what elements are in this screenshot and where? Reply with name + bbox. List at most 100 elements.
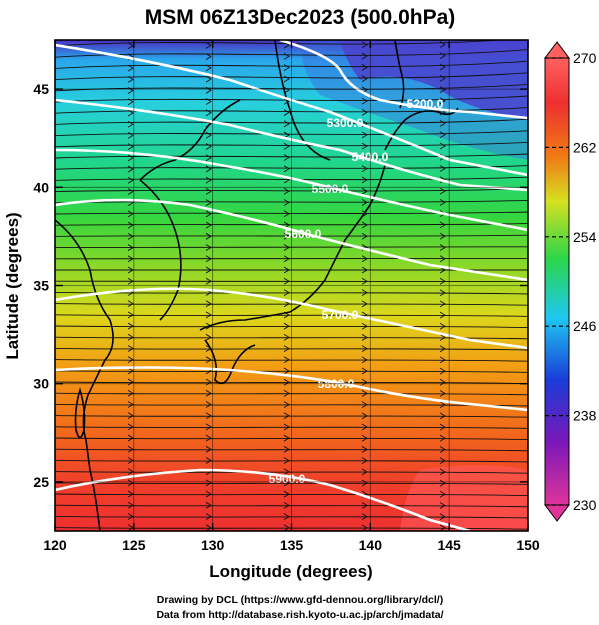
streamline <box>55 72 528 81</box>
streamline-arrow <box>127 154 134 162</box>
streamline-arrow <box>283 300 290 308</box>
streamline-arrow <box>361 345 368 353</box>
streamline-arrow <box>283 187 290 195</box>
streamline-arrow <box>439 41 446 48</box>
streamline-arrow <box>439 334 446 341</box>
streamline-arrow <box>439 142 446 150</box>
streamline-arrow <box>439 255 446 263</box>
colorbar-label: 262 <box>573 139 597 155</box>
streamline-arrow <box>361 468 368 476</box>
streamline-arrow <box>439 390 446 397</box>
streamline-arrow <box>127 412 134 420</box>
streamline-arrow <box>283 210 290 218</box>
streamline-arrow <box>361 142 368 150</box>
streamline-arrow <box>361 423 368 431</box>
streamline-arrow <box>283 75 290 83</box>
streamline <box>55 482 528 485</box>
streamline <box>55 234 528 237</box>
streamline-arrow <box>205 333 212 341</box>
streamline-arrow <box>439 345 446 353</box>
streamline-arrow <box>205 232 212 240</box>
streamline-arrow <box>361 378 368 386</box>
streamline-arrow <box>127 188 134 195</box>
streamline-arrow <box>361 390 368 397</box>
y-axis-title: Latitude (degrees) <box>3 212 22 359</box>
geopotential-contours <box>55 40 528 531</box>
x-tick-label: 130 <box>201 537 225 553</box>
y-tick-label: 45 <box>33 81 49 97</box>
streamline-arrow <box>127 277 134 285</box>
streamline-arrow <box>361 75 368 82</box>
streamline-arrow <box>127 132 134 139</box>
streamline-arrow <box>205 53 212 61</box>
colorbar: 270 262 254 246 238 230 <box>544 41 597 522</box>
streamline-arrow <box>361 412 368 420</box>
streamline-arrow <box>127 266 134 274</box>
streamline-arrow <box>439 479 446 487</box>
streamline-arrow <box>439 490 446 498</box>
streamline-arrow <box>127 244 134 251</box>
streamline-arrow <box>361 232 368 240</box>
streamline-arrow <box>205 244 212 251</box>
streamline-arrow <box>439 524 446 531</box>
streamline <box>55 95 528 103</box>
contour-line <box>55 287 528 350</box>
streamline-arrow <box>205 64 212 72</box>
streamline-arrow <box>127 109 134 117</box>
streamline-arrow <box>283 165 290 173</box>
streamline <box>55 118 528 125</box>
streamline-arrow <box>205 109 212 117</box>
streamline-arrow <box>127 479 134 487</box>
streamline-arrow <box>361 221 368 229</box>
streamline <box>55 291 528 295</box>
streamline-arrow <box>127 143 134 151</box>
streamline-arrow <box>439 74 446 82</box>
streamline-arrow <box>127 524 134 531</box>
streamline-arrow <box>283 389 290 397</box>
cold-air-mass <box>340 40 528 120</box>
streamline-arrow <box>205 501 212 509</box>
streamline-arrow <box>205 75 212 83</box>
streamline-arrow <box>439 86 446 93</box>
streamline-arrow <box>439 513 446 521</box>
x-tick-label: 145 <box>437 537 461 553</box>
colorbar-label: 270 <box>573 50 597 66</box>
axis-ticks <box>54 40 529 531</box>
streamline-arrow <box>127 445 134 453</box>
streamline-arrow <box>439 457 446 465</box>
x-tick-label: 140 <box>359 537 383 553</box>
streamline-arrow <box>127 64 134 72</box>
streamline-arrow <box>283 445 290 453</box>
taiwan-coast <box>74 387 86 439</box>
streamline-arrow <box>283 232 290 240</box>
streamline <box>55 60 528 69</box>
streamline-arrow <box>439 63 446 71</box>
streamline-arrow <box>283 501 290 509</box>
streamline-arrow <box>283 109 290 116</box>
streamline-arrow <box>361 176 368 184</box>
streamline-arrow <box>439 176 446 184</box>
streamline-arrow <box>127 468 134 476</box>
streamline-arrow <box>205 188 212 195</box>
streamline-arrow <box>205 513 212 520</box>
streamline-arrow <box>205 98 212 105</box>
streamline-arrow <box>439 446 446 453</box>
x-tick-label: 125 <box>122 537 146 553</box>
streamline-arrow <box>205 434 212 442</box>
streamline-arrow <box>283 255 290 263</box>
contour-label: 5200.0 <box>407 97 444 111</box>
streamline-arrow <box>205 221 212 229</box>
streamline-arrow <box>361 502 368 509</box>
streamline-arrow <box>127 434 134 442</box>
streamline <box>55 426 528 429</box>
y-tick-label: 35 <box>33 278 49 294</box>
streamline-arrow <box>127 98 134 106</box>
streamline-arrow <box>205 277 212 285</box>
streamline-arrow <box>361 277 368 285</box>
streamline-arrow <box>205 266 212 274</box>
contour-labels: 5200.05300.05400.05500.05600.05700.05800… <box>269 97 444 486</box>
x-tick-label: 150 <box>516 537 540 553</box>
streamline-arrow <box>283 266 290 274</box>
streamline-arrow <box>361 187 368 195</box>
streamline-arrow <box>361 108 368 116</box>
